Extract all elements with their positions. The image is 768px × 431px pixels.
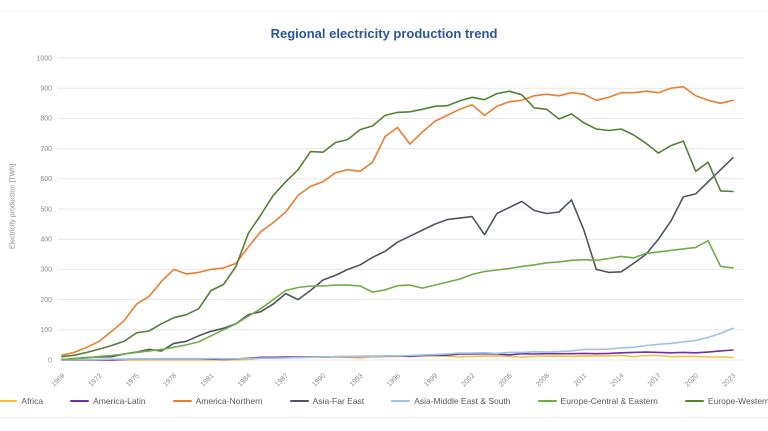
legend-label: Africa bbox=[21, 396, 44, 406]
x-axis-tick-label: 1993 bbox=[349, 372, 365, 388]
bottom-divider bbox=[0, 417, 768, 418]
legend-swatch-icon bbox=[537, 399, 557, 403]
legend-swatch-icon bbox=[684, 399, 704, 403]
legend-swatch-icon bbox=[0, 399, 18, 403]
x-axis-tick-label: 2008 bbox=[535, 372, 551, 388]
x-axis-tick-label: 2011 bbox=[573, 372, 589, 388]
series-line-asia-middle-east-south bbox=[61, 327, 734, 361]
x-axis-tick-label: 1978 bbox=[162, 372, 178, 388]
y-axis-tick-label: 800 bbox=[40, 116, 52, 123]
x-axis-tick-label: 1987 bbox=[274, 372, 290, 388]
y-axis-tick-label: 700 bbox=[40, 146, 52, 153]
y-axis-tick-label: 600 bbox=[40, 176, 52, 183]
y-axis-tick-label: 400 bbox=[40, 237, 52, 244]
series-line-asia-far-east bbox=[61, 156, 734, 361]
x-axis-tick-label: 1999 bbox=[423, 372, 439, 388]
series-line-europe-central-eastern bbox=[61, 239, 734, 361]
legend-label: America-Latin bbox=[93, 396, 146, 406]
x-axis-tick-label: 2017 bbox=[647, 372, 663, 388]
x-axis-tick-label: 1981 bbox=[200, 372, 216, 388]
legend-label: Europe-Central & Eastern bbox=[560, 396, 658, 406]
legend-label: Asia-Middle East & South bbox=[414, 396, 511, 406]
legend-swatch-icon bbox=[391, 399, 411, 403]
legend-swatch-icon bbox=[70, 399, 90, 403]
legend-item-europe-western: Europe-Western bbox=[684, 396, 768, 406]
legend-item-asia-far-east: Asia-Far East bbox=[289, 396, 365, 406]
top-band bbox=[0, 10, 768, 13]
legend-label: Asia-Far East bbox=[312, 396, 365, 406]
y-axis-tick-label: 1000 bbox=[36, 55, 52, 62]
legend-item-europe-central-eastern: Europe-Central & Eastern bbox=[537, 396, 658, 406]
legend-item-asia-middle-east-south: Asia-Middle East & South bbox=[391, 396, 511, 406]
legend-item-africa: Africa bbox=[0, 396, 43, 406]
chart-title: Regional electricity production trend bbox=[270, 26, 498, 41]
y-axis-tick-label: 0 bbox=[48, 357, 52, 364]
x-axis-tick-label: 1984 bbox=[237, 372, 253, 388]
series-line-europe-western bbox=[61, 90, 734, 358]
y-axis-tick-label: 200 bbox=[40, 297, 52, 304]
y-axis-tick-label: 500 bbox=[40, 206, 52, 213]
legend-item-america-northern: America-Northern bbox=[172, 396, 263, 406]
legend-swatch-icon bbox=[172, 399, 192, 403]
x-axis-tick-label: 2014 bbox=[610, 372, 626, 388]
x-axis-tick-label: 1975 bbox=[125, 372, 141, 388]
legend-label: Europe-Western bbox=[707, 396, 768, 406]
x-axis-tick-label: 2020 bbox=[684, 372, 700, 388]
x-axis-tick-label: 1969 bbox=[50, 372, 66, 388]
legend-swatch-icon bbox=[289, 399, 309, 403]
legend-item-america-latin: America-Latin bbox=[70, 396, 146, 406]
y-axis-tick-label: 300 bbox=[40, 267, 52, 274]
legend-label: America-Northern bbox=[195, 396, 263, 406]
x-axis-tick-label: 1972 bbox=[88, 372, 104, 388]
y-axis-tick-label: 900 bbox=[40, 86, 52, 93]
x-axis-tick-label: 2023 bbox=[721, 372, 737, 388]
series-line-america-northern bbox=[61, 85, 734, 357]
chart-legend: Africa America-Latin America-Northern Asia-… bbox=[0, 396, 768, 406]
x-axis-tick-label: 2002 bbox=[461, 372, 477, 388]
x-axis-tick-label: 1996 bbox=[386, 372, 402, 388]
x-axis-tick-label: 1990 bbox=[311, 372, 327, 388]
y-axis-tick-label: 100 bbox=[40, 327, 52, 334]
x-axis-tick-label: 2005 bbox=[498, 372, 514, 388]
